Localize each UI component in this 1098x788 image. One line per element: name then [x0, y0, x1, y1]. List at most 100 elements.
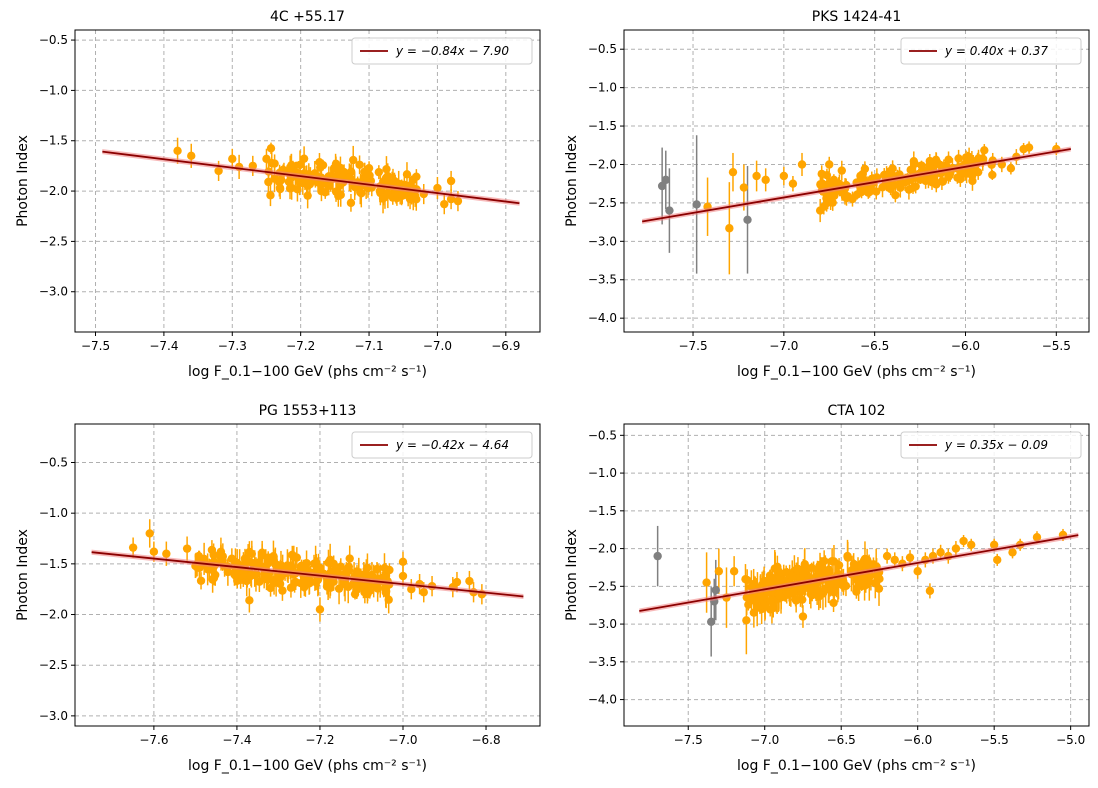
data-point	[349, 155, 358, 165]
data-point	[729, 567, 739, 576]
x-tick-label: −6.5	[827, 733, 856, 747]
data-point	[182, 544, 192, 553]
data-point	[162, 549, 171, 558]
data-point	[317, 180, 326, 189]
data-point	[728, 167, 738, 177]
y-tick-label: −3.0	[588, 234, 617, 248]
y-tick-label: −1.5	[39, 134, 68, 148]
data-point	[344, 582, 353, 592]
data-point	[798, 612, 808, 621]
data-point	[828, 198, 837, 207]
data-point	[311, 558, 320, 568]
data-point	[1006, 164, 1016, 173]
data-point	[800, 560, 809, 569]
data-point	[849, 559, 859, 569]
x-tick-label: −7.1	[354, 339, 383, 353]
data-point	[294, 177, 304, 186]
data-point	[1024, 143, 1034, 152]
data-point	[714, 567, 724, 576]
data-point	[350, 589, 360, 599]
data-point	[761, 175, 770, 185]
data-point	[869, 560, 878, 569]
data-point	[974, 154, 983, 163]
data-point	[826, 579, 835, 589]
data-point	[378, 194, 388, 203]
data-point	[873, 570, 882, 580]
data-point	[742, 575, 752, 585]
data-point	[317, 187, 326, 196]
data-point	[264, 177, 273, 187]
data-point	[267, 158, 276, 168]
data-point	[927, 178, 937, 187]
data-point	[322, 582, 332, 591]
data-point	[440, 199, 449, 209]
data-point	[789, 588, 798, 597]
x-tick-label: −6.0	[903, 733, 932, 747]
data-point	[271, 560, 280, 569]
data-point	[865, 187, 874, 197]
x-tick-label: −7.4	[149, 339, 178, 353]
data-point	[360, 588, 369, 597]
data-point	[374, 167, 384, 177]
data-point	[345, 554, 354, 563]
plot-area	[91, 519, 524, 622]
y-tick-label: −0.5	[39, 33, 68, 47]
data-point	[446, 176, 456, 186]
x-tick-label: −7.5	[81, 339, 110, 353]
data-point	[842, 194, 851, 203]
data-point	[412, 172, 421, 181]
data-point	[988, 170, 997, 180]
data-point	[797, 160, 807, 169]
data-point	[228, 154, 237, 164]
data-point	[149, 547, 159, 556]
legend: y = 0.35x − 0.09	[900, 431, 1082, 459]
data-point	[277, 175, 286, 185]
data-point	[904, 185, 914, 194]
y-tick-label: −1.0	[588, 466, 617, 480]
y-tick-label: −0.5	[39, 456, 68, 470]
legend: y = −0.84x − 7.90	[351, 37, 533, 65]
data-point	[781, 568, 791, 577]
y-tick-label: −2.5	[588, 579, 617, 593]
fit-line	[639, 534, 1079, 612]
x-tick-label: −5.5	[980, 733, 1009, 747]
data-point-low-flux	[706, 617, 716, 627]
data-point	[858, 578, 867, 588]
y-axis-label: Photon Index	[15, 135, 31, 227]
panel-title: 4C +55.17	[270, 9, 345, 25]
panel-2: −7.5 −7.0 −6.5 −6.0 −5.5 −4.0 −3.5 −3.0 −2.5 −2.0…	[564, 9, 1090, 380]
data-point	[799, 567, 809, 577]
panel-1: −7.5 −7.4 −7.3 −7.2 −7.1 −7.0 −6.9 −3.0 −2.5 −2.0…	[15, 9, 541, 380]
y-tick-label: −2.5	[39, 658, 68, 672]
y-tick-label: −2.0	[588, 157, 617, 171]
data-point	[882, 551, 892, 561]
data-point	[817, 169, 826, 179]
y-tick-label: −4.0	[588, 311, 617, 325]
data-point-low-flux	[657, 181, 667, 191]
y-tick-label: −2.0	[39, 608, 68, 622]
data-point	[245, 596, 254, 605]
data-point	[290, 578, 299, 588]
data-point	[829, 598, 838, 608]
data-point	[145, 529, 154, 538]
data-point	[296, 578, 305, 588]
x-tick-label: −5.0	[1056, 733, 1085, 747]
y-axis-label: Photon Index	[564, 135, 580, 227]
data-point	[398, 571, 408, 581]
data-point	[218, 552, 228, 561]
y-axis-label: Photon Index	[15, 529, 31, 621]
data-point	[433, 183, 442, 193]
data-point	[874, 584, 884, 593]
data-point	[967, 169, 976, 178]
y-tick-label: −2.5	[39, 234, 68, 248]
data-point	[331, 566, 341, 576]
data-point	[128, 543, 138, 552]
panel-title: PG 1553+113	[259, 403, 357, 419]
data-point	[757, 580, 767, 589]
x-tick-label: −6.5	[860, 339, 889, 353]
data-point	[214, 166, 223, 176]
axes-frame	[623, 29, 1090, 333]
fit-line	[642, 148, 1071, 223]
data-point	[858, 169, 867, 179]
